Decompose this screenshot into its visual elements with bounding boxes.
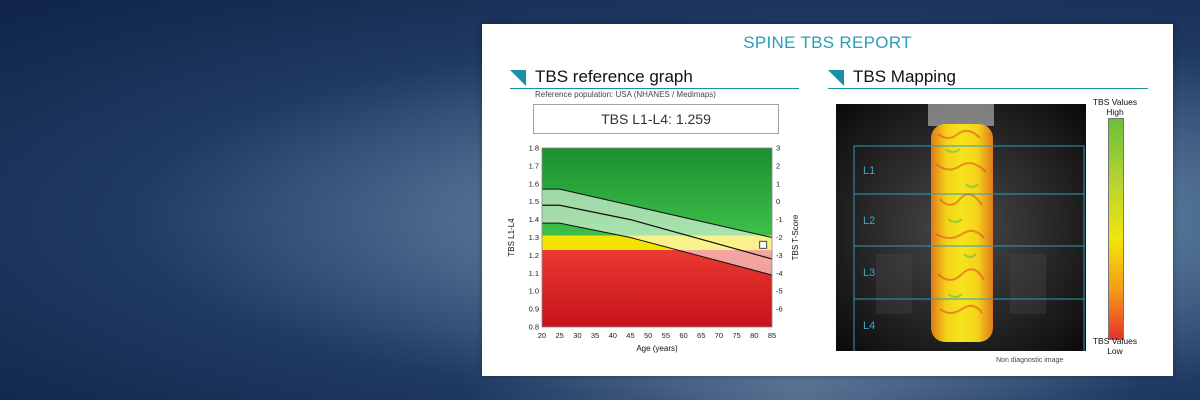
y2-tick-label: -1 (776, 215, 783, 224)
legend-high-top: TBS Values (1092, 97, 1138, 107)
reference-population: Reference population: USA (NHANES / Medi… (535, 90, 716, 99)
y-tick-label: 1.7 (529, 161, 539, 170)
section-divider (510, 88, 799, 89)
tbs-value-box: TBS L1-L4: 1.259 (533, 104, 779, 134)
legend-high-bottom: High (1106, 107, 1124, 117)
y-axis-label: TBS L1-L4 (507, 218, 516, 257)
reference-band (542, 189, 772, 276)
mapping-title: TBS Mapping (853, 67, 956, 86)
texture-pattern (935, 129, 987, 314)
level-label: L2 (863, 215, 875, 227)
non-diagnostic-note: Non diagnostic image (996, 357, 1064, 364)
plot-frame (541, 147, 773, 328)
legend-low-top: TBS Values (1092, 336, 1138, 346)
section-divider (828, 88, 1148, 89)
y-tick-label: 1.6 (529, 179, 539, 188)
x-axis-ticks: 20 25 30 35 40 45 50 55 60 65 70 75 80 85 (538, 331, 776, 340)
legend-high-label: TBS Values High (1085, 97, 1145, 117)
x-tick-label: 25 (556, 331, 564, 340)
pelvis-shadow (876, 254, 912, 314)
texture-highlights (945, 148, 979, 298)
y-tick-label: 0.8 (529, 323, 539, 332)
y2-tick-label: -4 (776, 269, 783, 278)
tbs-mapping-image: L1 L2 L3 L4 (836, 104, 1086, 351)
patient-marker (759, 240, 768, 249)
mapping-header: TBS Mapping (828, 67, 1148, 89)
upper-band-line (542, 188, 773, 238)
section-marker-icon (510, 70, 526, 86)
y2-tick-label: -2 (776, 233, 783, 242)
upper-vertebra (928, 104, 994, 126)
lower-band-line (542, 222, 773, 276)
level-label: L4 (863, 320, 875, 332)
y-axis-ticks: 0.8 0.9 1.0 1.1 1.2 1.3 1.4 1.5 1.6 1.7 1.8 (529, 144, 539, 332)
report-title: SPINE TBS REPORT (743, 33, 912, 52)
reference-graph-title: TBS reference graph (535, 67, 693, 86)
y-tick-label: 1.2 (529, 251, 539, 260)
x-tick-label: 50 (644, 331, 652, 340)
x-tick-label: 30 (573, 331, 581, 340)
y2-tick-label: 1 (776, 179, 780, 188)
x-tick-label: 35 (591, 331, 599, 340)
section-marker-icon (828, 70, 844, 86)
y2-axis-label: TBS T-Score (791, 214, 800, 260)
x-tick-label: 85 (768, 331, 776, 340)
x-tick-label: 80 (750, 331, 758, 340)
x-tick-label: 45 (626, 331, 634, 340)
tbs-reference-chart: 0.8 0.9 1.0 1.1 1.2 1.3 1.4 1.5 1.6 1.7 1.8 3 2 1 0 -1… (507, 144, 800, 354)
x-tick-label: 20 (538, 331, 546, 340)
y-tick-label: 0.9 (529, 305, 539, 314)
y2-tick-label: -6 (776, 305, 783, 314)
mean-line (542, 204, 773, 260)
roi-l4 (853, 298, 1085, 351)
level-label: L1 (863, 165, 875, 177)
x-axis-label: Age (years) (636, 344, 678, 353)
y2-tick-label: -5 (776, 287, 783, 296)
y-tick-label: 1.4 (529, 215, 539, 224)
report-card: SPINE TBS REPORT TBS reference graph TBS… (482, 24, 1173, 376)
x-tick-label: 40 (609, 331, 617, 340)
legend-low-label: TBS Values Low (1085, 336, 1145, 356)
x-tick-label: 55 (662, 331, 670, 340)
y-tick-label: 1.1 (529, 269, 539, 278)
y-tick-label: 1.0 (529, 287, 539, 296)
y2-tick-label: 2 (776, 161, 780, 170)
y2-tick-label: 0 (776, 197, 780, 206)
y-tick-label: 1.8 (529, 144, 539, 153)
x-tick-label: 60 (679, 331, 687, 340)
y-tick-label: 1.5 (529, 197, 539, 206)
legend-low-bottom: Low (1107, 346, 1123, 356)
reference-graph-header: TBS reference graph (510, 67, 799, 89)
x-tick-label: 65 (697, 331, 705, 340)
y2-axis-ticks: 3 2 1 0 -1 -2 -3 -4 -5 -6 (776, 144, 783, 314)
y2-tick-label: -3 (776, 251, 783, 260)
pelvis-shadow (1010, 254, 1046, 314)
tbs-color-scale (1108, 118, 1124, 340)
y2-tick-label: 3 (776, 144, 780, 153)
level-label: L3 (863, 267, 875, 279)
x-tick-label: 75 (732, 331, 740, 340)
y-tick-label: 1.3 (529, 233, 539, 242)
x-tick-label: 70 (715, 331, 723, 340)
